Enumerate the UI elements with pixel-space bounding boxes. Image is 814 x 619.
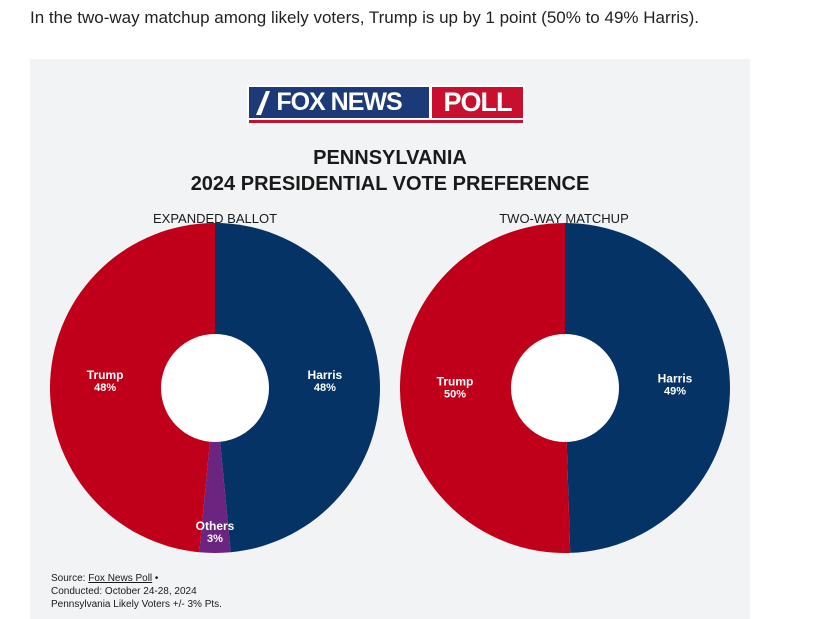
slice-value-harris: 48%	[314, 382, 336, 394]
fox-news-logo-block: FOX NEWS	[249, 87, 429, 118]
pie-charts: Harris48%Others3%Trump48%Harris49%Trump5…	[50, 223, 730, 553]
intro-text: In the two-way matchup among likely vote…	[30, 8, 699, 27]
slice-label-others: Others	[196, 519, 235, 533]
source-conducted: Conducted: October 24-28, 2024	[51, 586, 197, 597]
slice-value-trump: 48%	[94, 382, 116, 394]
source-link[interactable]: Fox News Poll	[88, 573, 153, 584]
fox-news-logo-text: FOX NEWS	[276, 88, 402, 116]
source-population: Pennsylvania Likely Voters +/- 3% Pts.	[51, 599, 222, 610]
pie-slice-trump	[50, 223, 215, 553]
source-prefix: Source:	[51, 573, 89, 584]
chart-title: PENNSYLVANIA	[313, 147, 467, 169]
source-note: Source: Fox News Poll • Conducted: Octob…	[51, 572, 222, 611]
pie-slice-others	[199, 388, 231, 553]
source-bullet: •	[152, 573, 159, 584]
pie-slice-harris	[215, 223, 380, 553]
expanded-ballot-label: EXPANDED BALLOT	[152, 211, 278, 226]
fox-news-poll-logo: FOX NEWS POLL	[247, 85, 525, 125]
poll-logo-text: POLL	[432, 87, 523, 118]
slice-label-harris: Harris	[658, 371, 693, 385]
pie-slice-trump	[399, 223, 571, 553]
slice-label-harris: Harris	[308, 368, 343, 382]
donut-hole	[511, 334, 619, 442]
two-way-matchup-label: TWO-WAY MATCHUP	[499, 211, 629, 226]
pie-slice-harris	[565, 223, 730, 553]
donut-hole	[161, 334, 269, 442]
chart-subtitle: 2024 PRESIDENTIAL VOTE PREFERENCE	[190, 173, 590, 195]
logo-stripe	[249, 120, 523, 123]
poll-graphic: FOX NEWS POLL PENNSYLVANIA 2024 PRESIDEN…	[30, 59, 750, 619]
slice-value-trump: 50%	[444, 389, 466, 401]
slice-value-others: 3%	[207, 533, 223, 545]
fox-blade-icon	[256, 91, 270, 115]
slice-label-trump: Trump	[437, 375, 474, 389]
slice-label-trump: Trump	[87, 368, 124, 382]
slice-value-harris: 49%	[664, 385, 686, 397]
